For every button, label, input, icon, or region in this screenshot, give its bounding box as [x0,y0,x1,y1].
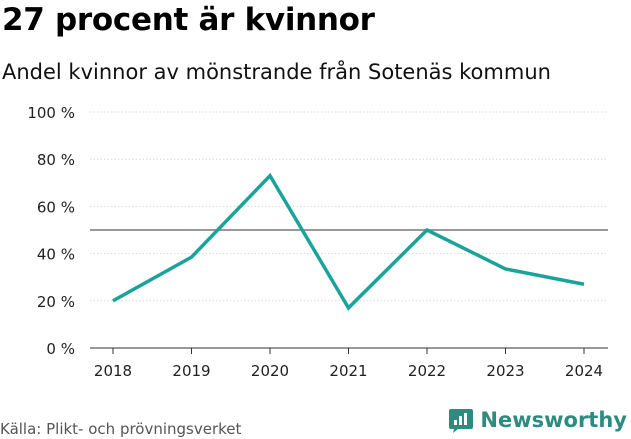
y-tick-label: 20 % [37,293,75,311]
y-tick-label: 0 % [46,340,75,358]
source-note: Källa: Plikt- och prövningsverket [0,420,242,438]
y-tick-label: 80 % [37,151,75,169]
y-axis-ticks: 0 % 20 % 40 % 60 % 80 % 100 % [27,104,75,358]
y-tick-label: 60 % [37,198,75,216]
brand-name: Newsworthy [480,408,627,432]
x-tick-label: 2020 [251,362,289,380]
newsworthy-icon [449,409,474,433]
x-tick-label: 2018 [94,362,132,380]
x-tick-label: 2023 [486,362,524,380]
y-tick-label: 100 % [27,104,75,122]
x-tick-label: 2024 [565,362,603,380]
x-tick-label: 2019 [172,362,210,380]
chart-title: 27 procent är kvinnor [2,2,375,38]
x-axis-ticks: 2018 2019 2020 2021 2022 2023 2024 [94,348,603,380]
chart-subtitle: Andel kvinnor av mönstrande från Sotenäs… [2,60,551,84]
x-tick-label: 2021 [329,362,367,380]
x-tick-label: 2022 [408,362,446,380]
y-tick-label: 40 % [37,246,75,264]
series-line [112,172,585,311]
brand-logo: Newsworthy [448,407,627,433]
series-group [112,172,585,311]
line-chart: 0 % 20 % 40 % 60 % 80 % 100 % 2018 2019 2020 202… [27,104,608,380]
